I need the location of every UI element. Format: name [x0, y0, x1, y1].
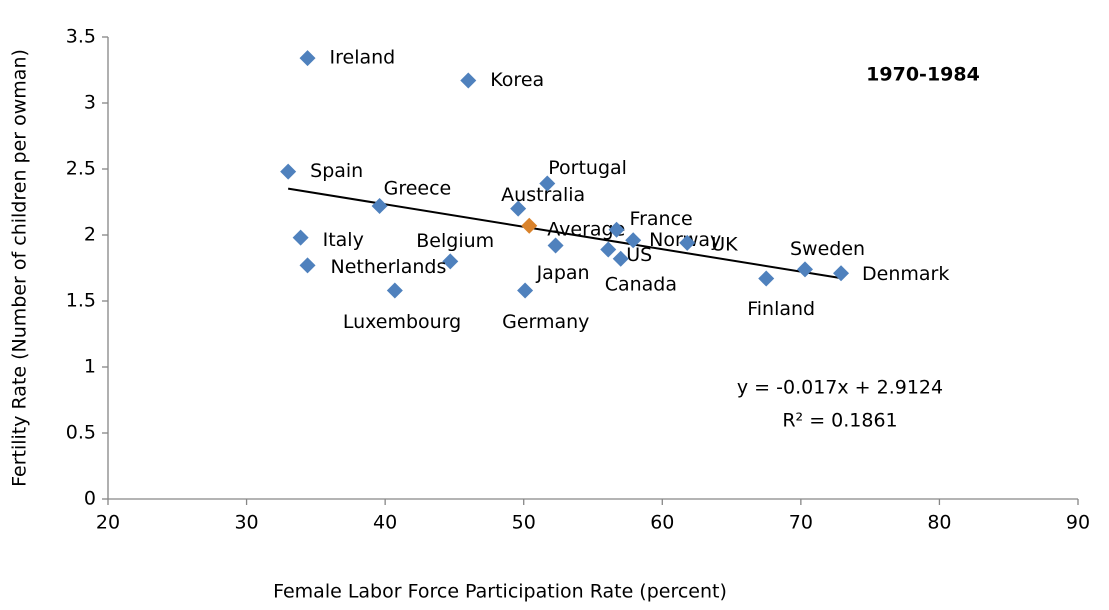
data-point [280, 163, 297, 180]
data-point [797, 261, 814, 278]
data-point [517, 282, 534, 299]
x-tick-label: 60 [650, 512, 674, 534]
y-tick-label: 2 [84, 224, 96, 246]
point-label: Netherlands [331, 256, 447, 278]
point-label: Belgium [416, 230, 494, 252]
x-tick-label: 20 [96, 512, 120, 534]
data-point [539, 175, 556, 192]
point-label: Italy [323, 229, 364, 251]
y-axis-label: Fertility Rate (Number of children per o… [9, 49, 31, 487]
data-point [679, 234, 696, 251]
x-tick-label: 90 [1066, 512, 1090, 534]
y-tick-label: 1.5 [66, 290, 96, 312]
x-tick-label: 40 [373, 512, 397, 534]
point-label: Portugal [548, 157, 627, 179]
y-tick-label: 0 [84, 488, 96, 510]
point-label: Korea [490, 69, 544, 91]
data-point [299, 50, 316, 67]
point-label: Ireland [330, 47, 396, 69]
point-label: Germany [502, 311, 589, 333]
x-tick-label: 80 [927, 512, 951, 534]
point-label: Denmark [862, 263, 949, 285]
data-point [460, 72, 477, 89]
x-tick-label: 50 [512, 512, 536, 534]
data-point [442, 253, 459, 270]
data-point [600, 241, 617, 258]
point-label: UK [711, 233, 738, 255]
data-point [371, 197, 388, 214]
y-tick-label: 2.5 [66, 158, 96, 180]
point-label: Sweden [790, 238, 865, 260]
data-point [547, 237, 564, 254]
point-label: Australia [501, 184, 585, 206]
data-point [299, 257, 316, 274]
y-tick-label: 3.5 [66, 26, 96, 48]
x-axis-label: Female Labor Force Participation Rate (p… [273, 581, 727, 603]
y-tick-label: 0.5 [66, 422, 96, 444]
point-label: Spain [310, 160, 363, 182]
x-tick-label: 30 [234, 512, 258, 534]
point-label: Finland [747, 298, 815, 320]
data-point [608, 221, 625, 238]
trend-r2: R² = 0.1861 [782, 410, 897, 432]
data-point [510, 200, 527, 217]
data-point [521, 217, 538, 234]
point-label: Greece [384, 177, 452, 199]
y-tick-label: 3 [84, 92, 96, 114]
data-point [612, 250, 629, 267]
data-point [386, 282, 403, 299]
point-label: Japan [536, 262, 590, 284]
point-label: Average [547, 218, 625, 240]
point-label: Canada [605, 273, 677, 295]
data-point [292, 229, 309, 246]
y-tick-label: 1 [84, 356, 96, 378]
x-tick-label: 70 [789, 512, 813, 534]
data-point [625, 232, 642, 249]
data-point [758, 270, 775, 287]
point-label: US [626, 244, 652, 266]
data-point [833, 265, 850, 282]
trend-equation: y = -0.017x + 2.9124 [737, 377, 943, 399]
point-label: France [630, 208, 693, 230]
period-annotation: 1970-1984 [866, 64, 980, 86]
point-label: Luxembourg [343, 311, 461, 333]
